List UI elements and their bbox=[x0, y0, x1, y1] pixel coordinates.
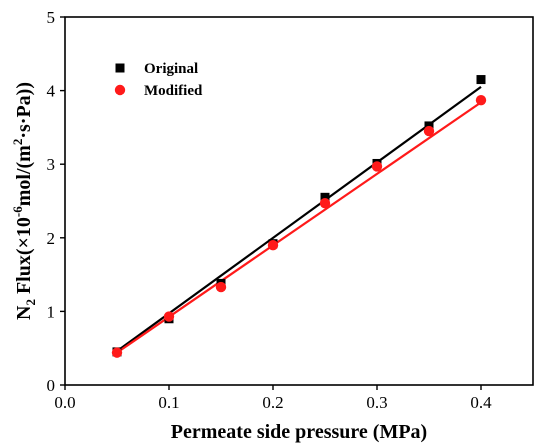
point-modified bbox=[163, 311, 175, 322]
legend-label-modified: Modified bbox=[144, 83, 203, 99]
y-tick-label: 4 bbox=[47, 82, 56, 101]
point-original bbox=[476, 75, 486, 85]
point-modified bbox=[215, 281, 227, 293]
legend-label-original: Original bbox=[144, 61, 198, 77]
y-axis-label: N2 Flux(×10-6mol/(m2·s·Pa)) bbox=[10, 82, 38, 320]
y-tick-label: 2 bbox=[47, 229, 56, 248]
x-axis-label: Permeate side pressure (MPa) bbox=[171, 421, 427, 443]
x-tick-label: 0.0 bbox=[54, 393, 75, 412]
x-tick-label: 0.3 bbox=[366, 393, 387, 412]
x-tick-label: 0.4 bbox=[470, 393, 492, 412]
point-original bbox=[320, 192, 330, 202]
point-modified bbox=[267, 239, 279, 251]
axis-ticks: 0.0 0.1 0.2 0.3 0.4 0 1 2 3 4 5 bbox=[47, 8, 493, 412]
point-modified bbox=[371, 161, 383, 172]
legend: Original Modified bbox=[114, 61, 203, 99]
legend-marker-modified bbox=[114, 84, 126, 96]
data-points bbox=[111, 75, 487, 358]
x-tick-label: 0.1 bbox=[158, 393, 179, 412]
point-modified bbox=[475, 94, 487, 106]
fit-line-original bbox=[116, 86, 482, 353]
x-tick-label: 0.2 bbox=[262, 393, 283, 412]
y-tick-label: 0 bbox=[47, 376, 56, 395]
legend-marker-original bbox=[115, 63, 125, 73]
y-tick-label: 1 bbox=[47, 302, 56, 321]
plot-frame bbox=[64, 16, 534, 386]
y-tick-label: 5 bbox=[47, 8, 56, 27]
fit-line-modified bbox=[116, 101, 482, 354]
fit-lines bbox=[116, 86, 482, 354]
y-tick-label: 3 bbox=[47, 155, 56, 174]
point-modified bbox=[423, 125, 435, 137]
point-modified bbox=[319, 198, 331, 209]
point-modified bbox=[111, 347, 123, 358]
